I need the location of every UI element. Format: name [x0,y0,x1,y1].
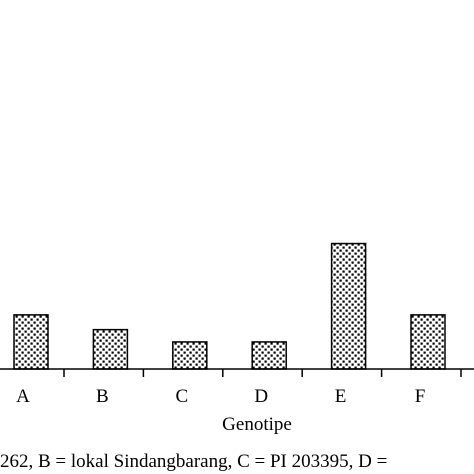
bars-group [13,242,446,370]
bar-f [410,314,446,370]
x-tick-label-d: D [254,386,268,407]
bar-d [251,341,287,370]
bar-c [172,341,208,370]
x-tick-label-c: C [175,386,188,407]
x-tick-label-a: A [16,386,30,407]
x-tick-label-f: F [415,386,426,407]
x-axis-title: Genotipe [222,414,292,435]
x-ticks-group [63,369,462,377]
bar-e [330,242,367,370]
bar-b [92,328,129,370]
x-tick-label-e: E [335,386,347,407]
x-tick-label-b: B [96,386,109,407]
legend-footnote: 262, B = lokal Sindangbarang, C = PI 203… [0,451,387,472]
x-tick-labels-group: A B C D E F [16,386,425,407]
bar-a [13,314,49,370]
